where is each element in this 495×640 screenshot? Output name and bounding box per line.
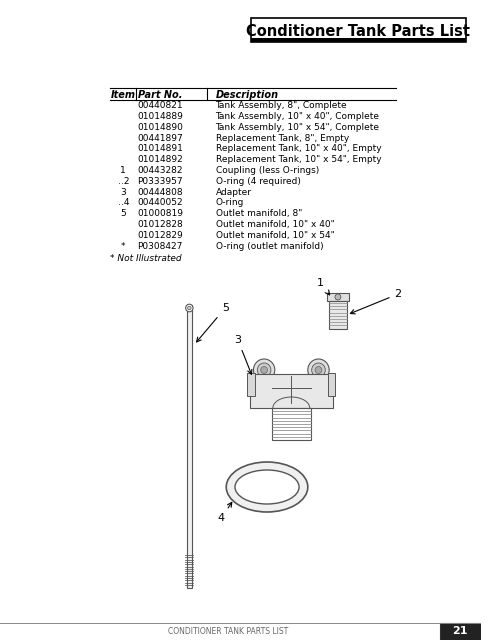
Text: Adapter: Adapter <box>215 188 251 196</box>
Text: Replacement Tank, 8", Empty: Replacement Tank, 8", Empty <box>215 134 349 143</box>
Text: O-ring (4 required): O-ring (4 required) <box>215 177 300 186</box>
Circle shape <box>335 294 341 300</box>
Text: Outlet manifold, 8": Outlet manifold, 8" <box>215 209 302 218</box>
Bar <box>187 305 192 588</box>
Text: 00443282: 00443282 <box>138 166 183 175</box>
Text: Replacement Tank, 10" x 40", Empty: Replacement Tank, 10" x 40", Empty <box>215 145 381 154</box>
Bar <box>327 293 348 301</box>
Text: 00440821: 00440821 <box>138 101 183 110</box>
Text: Outlet manifold, 10" x 54": Outlet manifold, 10" x 54" <box>215 231 334 240</box>
Text: Coupling (less O-rings): Coupling (less O-rings) <box>215 166 319 175</box>
Circle shape <box>308 359 329 381</box>
Circle shape <box>315 367 322 374</box>
Text: P0308427: P0308427 <box>138 242 183 251</box>
Text: 1: 1 <box>317 278 330 295</box>
Text: Outlet manifold, 10" x 40": Outlet manifold, 10" x 40" <box>215 220 334 229</box>
Text: 00440052: 00440052 <box>138 198 183 207</box>
Bar <box>440 623 481 640</box>
Ellipse shape <box>235 470 299 504</box>
Text: 01012829: 01012829 <box>137 231 183 240</box>
Text: 1: 1 <box>120 166 126 175</box>
Text: Conditioner Tank Parts List: Conditioner Tank Parts List <box>247 24 470 38</box>
Text: * Not Illustrated: * Not Illustrated <box>110 253 181 262</box>
Text: 21: 21 <box>452 626 468 636</box>
Text: 00444808: 00444808 <box>138 188 183 196</box>
Text: 3: 3 <box>120 188 126 196</box>
Text: O-ring: O-ring <box>215 198 244 207</box>
Text: Description: Description <box>215 90 279 100</box>
Circle shape <box>261 367 267 374</box>
Circle shape <box>253 359 275 381</box>
Bar <box>250 38 466 42</box>
Bar <box>250 18 466 42</box>
Text: 5: 5 <box>120 209 126 218</box>
Text: 4: 4 <box>218 502 232 523</box>
Circle shape <box>312 363 325 377</box>
Bar <box>272 408 311 440</box>
Text: ‥2: ‥2 <box>118 177 129 186</box>
Bar <box>329 301 346 329</box>
Text: Replacement Tank, 10" x 54", Empty: Replacement Tank, 10" x 54", Empty <box>215 156 381 164</box>
Text: 01000819: 01000819 <box>137 209 183 218</box>
Text: Tank Assembly, 8", Complete: Tank Assembly, 8", Complete <box>215 101 347 110</box>
Ellipse shape <box>226 462 308 512</box>
Bar <box>328 373 336 396</box>
Text: 3: 3 <box>235 335 252 374</box>
Text: 01014891: 01014891 <box>137 145 183 154</box>
Text: 00441897: 00441897 <box>137 134 183 143</box>
Text: 01014889: 01014889 <box>137 112 183 121</box>
Text: 01014890: 01014890 <box>137 123 183 132</box>
Text: *: * <box>121 242 126 251</box>
Text: 01014892: 01014892 <box>137 156 183 164</box>
Text: P0333957: P0333957 <box>138 177 183 186</box>
Text: 5: 5 <box>197 303 229 342</box>
Text: Part No.: Part No. <box>138 90 183 100</box>
Text: O-ring (outlet manifold): O-ring (outlet manifold) <box>215 242 323 251</box>
Bar <box>250 374 333 408</box>
Text: ‥4: ‥4 <box>118 198 129 207</box>
Text: CONDITIONER TANK PARTS LIST: CONDITIONER TANK PARTS LIST <box>168 627 288 637</box>
Circle shape <box>186 304 193 312</box>
Text: Tank Assembly, 10" x 54", Complete: Tank Assembly, 10" x 54", Complete <box>215 123 380 132</box>
Bar <box>247 373 255 396</box>
Text: Item: Item <box>111 90 136 100</box>
Text: Tank Assembly, 10" x 40", Complete: Tank Assembly, 10" x 40", Complete <box>215 112 380 121</box>
Circle shape <box>257 363 271 377</box>
Circle shape <box>188 306 191 310</box>
Text: 01012828: 01012828 <box>137 220 183 229</box>
Text: 2: 2 <box>350 289 401 314</box>
